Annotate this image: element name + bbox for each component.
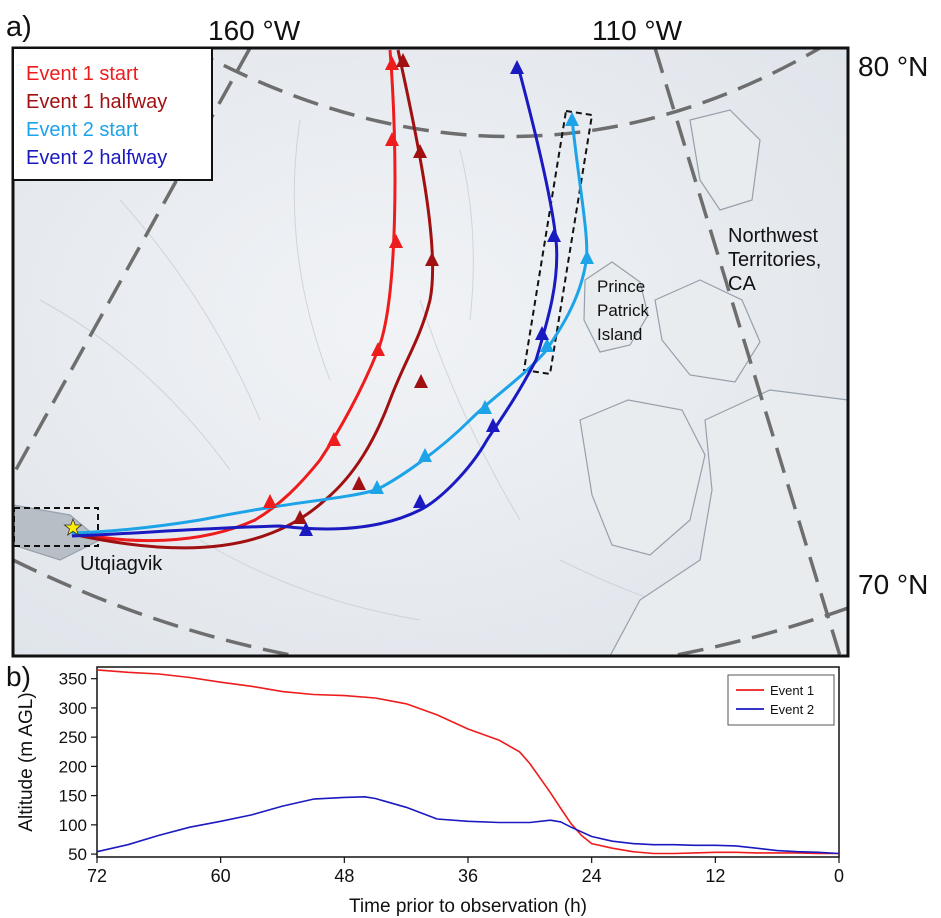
x-axis-ticks: 72 60 48 36 24 12 0 — [87, 857, 844, 886]
markers-event2-halfway — [299, 60, 561, 536]
y-tick-label: 250 — [59, 728, 87, 747]
mainland-canada — [609, 389, 848, 656]
chart-plot-frame — [96, 666, 840, 858]
markers-event1-start — [263, 56, 403, 508]
place-label-utqiagvik: Utqiagvik — [80, 553, 163, 575]
longitude-label-160w: 160 °W — [208, 15, 301, 46]
utqiagvik-star-icon — [63, 517, 83, 537]
markers-event1-halfway — [293, 53, 439, 524]
place-label-ppi-line1: Prince — [597, 277, 645, 296]
x-tick-label: 0 — [834, 866, 844, 886]
prince-patrick-box — [522, 109, 594, 376]
y-tick-label: 200 — [59, 757, 87, 776]
longitude-label-110w: 110 °W — [592, 15, 683, 46]
x-tick-label: 36 — [458, 866, 478, 886]
x-tick-label: 72 — [87, 866, 107, 886]
prince-patrick-island — [583, 261, 649, 353]
place-label-ppi-line3: Island — [597, 325, 642, 344]
x-tick-label: 60 — [211, 866, 231, 886]
x-tick-label: 12 — [705, 866, 725, 886]
legend-event1-halfway: Event 1 halfway — [26, 91, 167, 113]
parallel-70n — [13, 558, 848, 656]
chart-legend: Event 1 Event 2 — [727, 674, 835, 726]
legend-event2-start: Event 2 start — [26, 119, 139, 141]
latitude-label-70n: 70 °N — [858, 569, 928, 600]
series-line-event-2 — [96, 795, 840, 855]
map-legend-box — [12, 47, 213, 181]
markers-event2-start — [370, 112, 594, 494]
y-tick-label: 150 — [59, 787, 87, 806]
altitude-chart: 50 100 150 200 250 300 350 72 60 48 36 24 12 0 Event… — [16, 666, 844, 917]
legend-event1-start: Event 1 start — [26, 63, 139, 85]
chart-legend-label: Event 2 — [770, 702, 814, 717]
chart-legend-box — [727, 674, 835, 726]
place-label-nwt-line3: CA — [728, 273, 756, 295]
panel-a-label: a) — [6, 11, 32, 43]
map-area: Utqiagvik Northwest Territories, CA Prin… — [13, 48, 848, 656]
x-tick-label: 24 — [582, 866, 602, 886]
map-frame — [11, 46, 850, 658]
place-label-nwt-line2: Territories, — [728, 249, 821, 271]
chart-series — [96, 669, 840, 855]
y-tick-label: 100 — [59, 816, 87, 835]
meridian-110w — [653, 48, 842, 656]
y-axis-ticks: 50 100 150 200 250 300 350 — [59, 670, 97, 864]
northern-islands — [689, 109, 761, 211]
trajectory-event1-halfway — [71, 49, 435, 550]
series-line-event-1 — [96, 669, 839, 855]
place-label-ppi-line2: Patrick — [597, 301, 649, 320]
chart-legend-label: Event 1 — [770, 683, 814, 698]
legend-event2-halfway: Event 2 halfway — [26, 147, 167, 169]
y-tick-label: 350 — [59, 670, 87, 689]
y-tick-label: 50 — [68, 845, 87, 864]
x-tick-label: 48 — [334, 866, 354, 886]
place-label-nwt-line1: Northwest — [728, 225, 818, 247]
y-tick-label: 300 — [59, 699, 87, 718]
parallel-80n — [189, 48, 821, 139]
map-legend: Event 1 start Event 1 halfway Event 2 st… — [12, 47, 213, 181]
y-axis-label: Altitude (m AGL) — [16, 692, 37, 831]
panel-b-label: b) — [6, 661, 31, 692]
x-axis-label: Time prior to observation (h) — [349, 896, 587, 917]
banks-island — [579, 399, 706, 556]
latitude-label-80n: 80 °N — [858, 51, 928, 82]
